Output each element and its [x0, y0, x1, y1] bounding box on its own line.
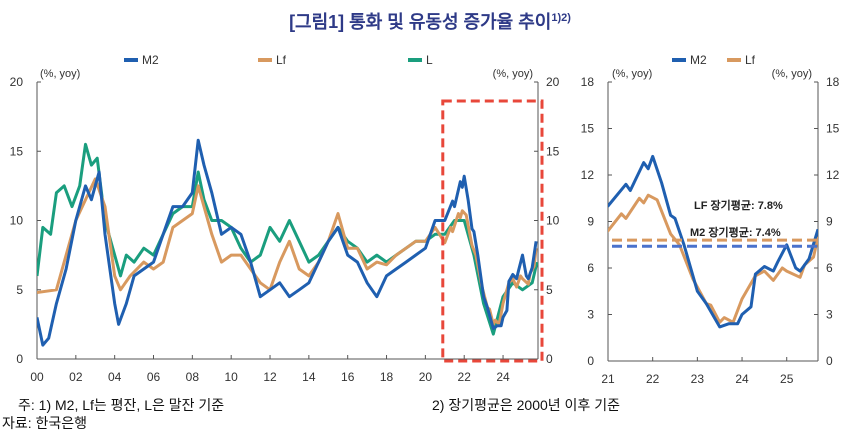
y-tick-label-right: 15 [826, 122, 840, 136]
x-tick-label: 24 [496, 370, 510, 384]
avg-label-m2: M2 장기평균: 7.4% [690, 225, 781, 239]
x-tick-label: 22 [646, 372, 660, 386]
legend-label-lf: Lf [276, 53, 287, 67]
y-tick-label-left: 9 [587, 215, 594, 229]
y-tick-label-left: 15 [581, 122, 595, 136]
highlight-box [441, 99, 544, 363]
y-tick-label-left: 6 [587, 261, 594, 275]
x-tick-label: 16 [341, 370, 355, 384]
x-tick-label: 21 [601, 372, 615, 386]
y-tick-label-right: 15 [546, 144, 560, 158]
x-tick-label: 12 [263, 370, 277, 384]
x-tick-label: 25 [780, 372, 794, 386]
series-line-lf [608, 193, 818, 324]
footnote-2: 2) 장기평균은 2000년 이후 기준 [432, 397, 620, 413]
x-tick-label: 04 [108, 370, 122, 384]
x-tick-label: 18 [380, 370, 394, 384]
legend-label-l: L [426, 53, 433, 67]
x-tick-label: 14 [302, 370, 316, 384]
x-tick-label: 06 [147, 370, 161, 384]
y-tick-label-left: 10 [10, 214, 24, 228]
legend-label-m2: M2 [142, 53, 159, 67]
y-tick-label-left: 12 [581, 168, 595, 182]
y-tick-label-right: 3 [826, 308, 833, 322]
y-tick-label-left: 3 [587, 308, 594, 322]
chart-title: [그림1] 통화 및 유동성 증가율 추이1)2) [289, 12, 571, 32]
title-superscript: 1)2) [551, 12, 571, 24]
y-tick-label-right: 12 [826, 168, 840, 182]
y-unit-left: (%, yoy) [40, 68, 80, 80]
y-tick-label-left: 20 [10, 75, 24, 89]
y-tick-label-right: 10 [546, 214, 560, 228]
y-tick-label-right: 5 [546, 283, 553, 297]
series-line-lf [37, 177, 538, 326]
footnote-1: 주: 1) M2, Lf는 평잔, L은 말잔 기준 [18, 397, 224, 413]
legend-label-m2: M2 [690, 53, 707, 67]
avg-label-lf: LF 장기평균: 7.8% [694, 198, 783, 212]
source-note: 자료: 한국은행 [2, 415, 87, 431]
x-tick-label: 22 [458, 370, 472, 384]
y-tick-label-right: 6 [826, 261, 833, 275]
y-tick-label-right: 9 [826, 215, 833, 229]
y-tick-label-right: 0 [826, 354, 833, 368]
series-line-l [37, 142, 538, 336]
x-tick-label: 02 [69, 370, 83, 384]
y-tick-label-left: 18 [581, 75, 595, 89]
x-tick-label: 08 [186, 370, 200, 384]
y-unit-right: (%, yoy) [493, 68, 533, 80]
y-tick-label-right: 18 [826, 75, 840, 89]
x-tick-label: 24 [735, 372, 749, 386]
y-unit-right: (%, yoy) [772, 68, 812, 80]
series-line-m2 [37, 138, 538, 347]
y-tick-label-right: 20 [546, 75, 560, 89]
right-chart: 0 0 3 3 6 6 9 9 12 12 15 15 18 18 21 22 23 24 25 (%, yoy) (%… [581, 53, 840, 386]
x-tick-label: 20 [419, 370, 433, 384]
x-tick-label: 23 [691, 372, 705, 386]
series-line-m2 [608, 154, 818, 329]
x-tick-label: 10 [225, 370, 239, 384]
y-tick-label-right: 0 [546, 352, 553, 366]
legend-label-lf: Lf [745, 53, 756, 67]
y-tick-label-left: 0 [16, 352, 23, 366]
y-tick-label-left: 5 [16, 283, 23, 297]
y-tick-label-left: 15 [10, 144, 24, 158]
y-tick-label-left: 0 [587, 354, 594, 368]
x-tick-label: 00 [30, 370, 44, 384]
y-unit-left: (%, yoy) [612, 68, 652, 80]
